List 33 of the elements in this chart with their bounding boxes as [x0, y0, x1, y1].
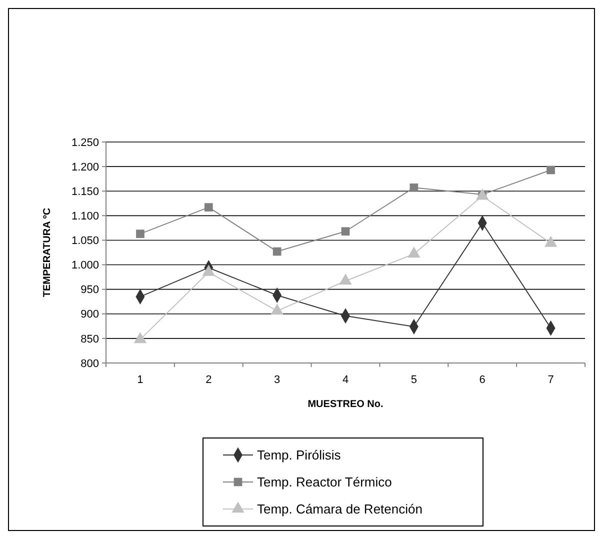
y-tick-label: 800: [80, 358, 99, 370]
point: [134, 332, 147, 344]
x-tick-label: 5: [410, 374, 417, 386]
y-tick-label: 1.050: [71, 235, 99, 248]
y-tick-label: 1.000: [71, 260, 99, 272]
x-tick-label: 3: [274, 374, 280, 386]
x-tick-label: 4: [342, 374, 349, 386]
y-tick-label: 950: [80, 284, 99, 296]
y-tick-label: 1.150: [71, 186, 99, 198]
x-tick-label: 7: [548, 374, 554, 386]
x-tick-label: 6: [479, 374, 486, 386]
y-axis-title: TEMPERATURA ºC: [42, 208, 53, 298]
legend-label: Temp. Reactor Térmico: [257, 474, 392, 490]
x-tick-label: 2: [206, 374, 212, 386]
point: [341, 227, 350, 236]
legend-label: Temp. Cámara de Retención: [257, 502, 422, 517]
y-tick-label: 1.100: [71, 210, 99, 223]
point: [204, 203, 213, 212]
point: [408, 246, 420, 258]
point: [270, 304, 284, 315]
y-tick-label: 850: [80, 333, 99, 346]
point: [136, 230, 144, 238]
x-axis-title: MUESTREO No.: [308, 399, 384, 410]
point: [272, 247, 282, 256]
point: [339, 274, 352, 285]
point: [410, 183, 418, 192]
y-tick-label: 900: [80, 308, 99, 321]
y-tick-label: 1.250: [71, 136, 99, 149]
y-tick-label: 1.200: [71, 161, 99, 174]
legend-label: Temp. Pirólisis: [257, 448, 342, 463]
x-tick-label: 1: [137, 374, 144, 386]
point: [202, 264, 215, 276]
point: [546, 166, 555, 174]
